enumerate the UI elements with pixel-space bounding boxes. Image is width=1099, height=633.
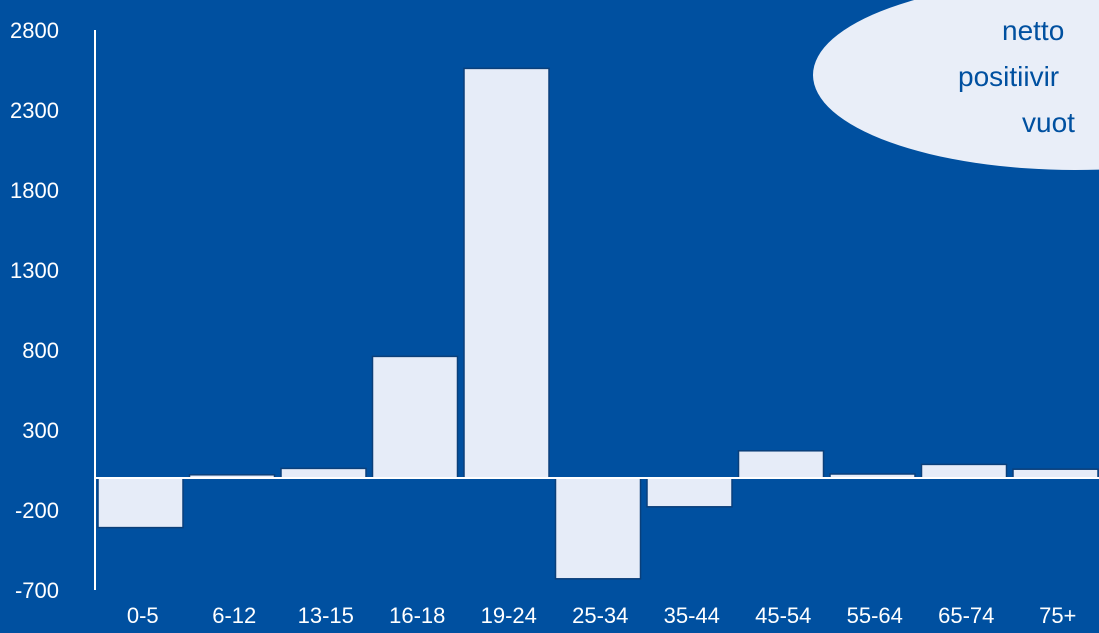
x-tick-label: 55-64: [847, 603, 903, 628]
bar-45-54: [737, 450, 825, 479]
bar-13-15: [280, 467, 367, 479]
x-tick-label: 19-24: [481, 603, 537, 628]
bars-group: [97, 67, 1099, 580]
x-tick-label: 6-12: [212, 603, 256, 628]
y-tick-label: 800: [22, 338, 59, 363]
x-tick-label: 0-5: [127, 603, 159, 628]
x-tick-labels: 0-5 6-12 13-15 16-18 19-24 25-34 35-44 45-54 55-…: [127, 603, 1077, 628]
y-tick-label: 1300: [10, 258, 59, 283]
bar-75+: [1012, 468, 1099, 479]
x-tick-label: 45-54: [755, 603, 811, 628]
y-tick-label: -200: [15, 498, 59, 523]
x-tick-label: 16-18: [389, 603, 445, 628]
bar-65-74: [920, 463, 1008, 479]
x-tick-label: 13-15: [298, 603, 354, 628]
bubble-line-3: vuot: [1022, 107, 1075, 138]
axes-group: [94, 30, 1099, 590]
bar-35-44: [646, 477, 733, 508]
speech-bubble: [813, 0, 1099, 170]
bubble-line-1: netto: [1002, 15, 1065, 46]
y-tick-label: 2300: [10, 98, 59, 123]
bar-0-5: [97, 477, 184, 529]
y-tick-label: 1800: [10, 178, 59, 203]
bar-16-18: [371, 355, 459, 479]
bar-19-24: [463, 67, 550, 479]
x-tick-label: 35-44: [664, 603, 720, 628]
y-tick-label: -700: [15, 578, 59, 603]
bubble-line-2: positiivir: [958, 61, 1060, 92]
x-tick-label: 75+: [1039, 603, 1076, 628]
y-tick-label: 2800: [10, 18, 59, 43]
x-tick-label: 65-74: [938, 603, 994, 628]
x-tick-label: 25-34: [572, 603, 628, 628]
bar-25-34: [554, 477, 642, 580]
y-tick-label: 300: [22, 418, 59, 443]
y-tick-labels: 2800 2300 1800 1300 800 300 -200 -700: [10, 18, 59, 603]
